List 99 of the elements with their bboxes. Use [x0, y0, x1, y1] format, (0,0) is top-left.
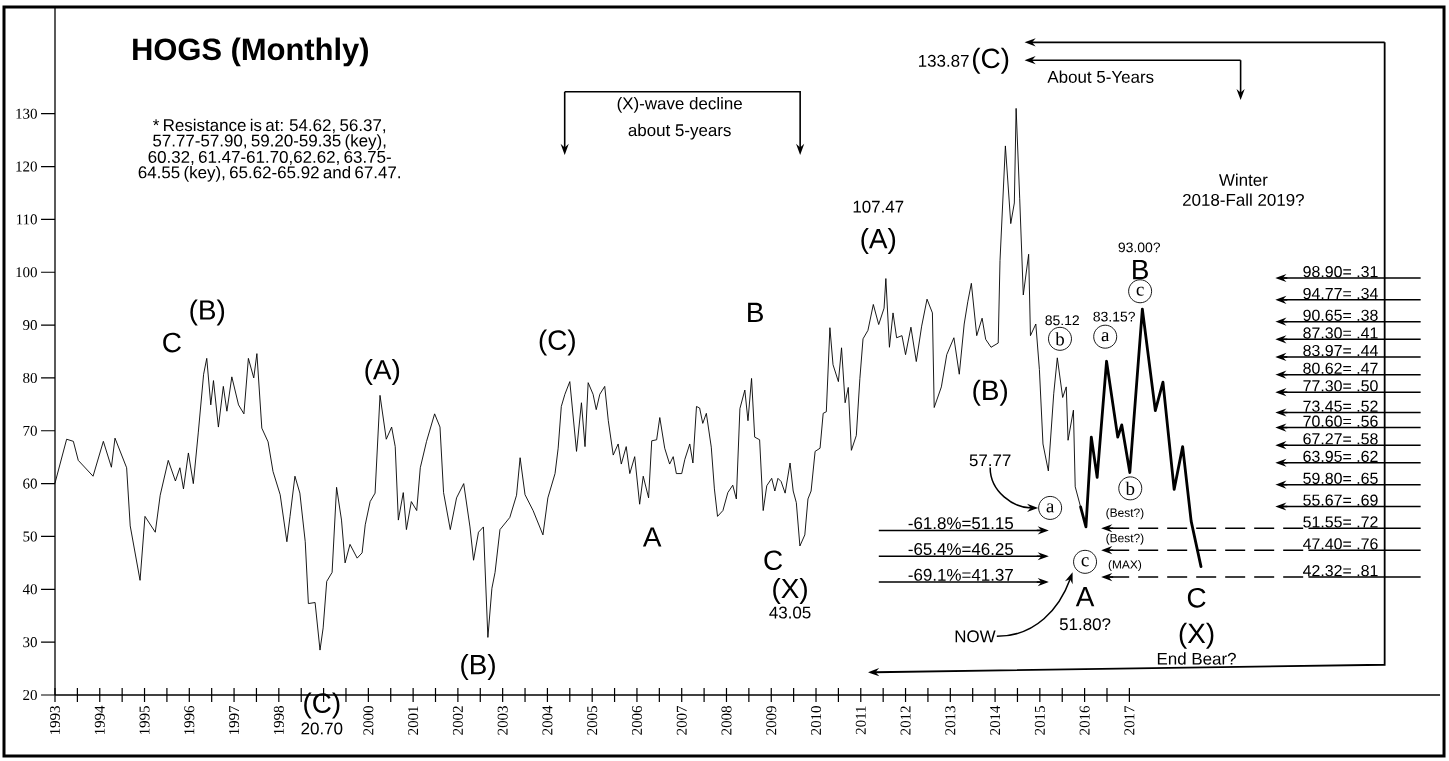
x-tick-label: 2008 [721, 706, 732, 735]
annotation: (B) [973, 379, 1008, 406]
annotation: 83.15? [1093, 311, 1135, 322]
annotation: 107.47 [853, 200, 904, 213]
x-tick-label: 1995 [139, 706, 150, 735]
annotation: c [1136, 286, 1144, 296]
y-tick-label: 50 [23, 531, 37, 542]
ref-line-label: -69.1%=41.37 [908, 568, 1013, 581]
x-tick-label: 2007 [676, 705, 687, 735]
x-tick-label: 2016 [1079, 705, 1090, 735]
ref-line-label: 83.97= .44 [1303, 344, 1378, 357]
x-tick-label: 2014 [990, 705, 1001, 735]
annotation: (C) [304, 692, 340, 719]
annotation: (C) [539, 329, 575, 356]
text: HOGS (Monthly) [133, 37, 368, 67]
x-tick-label: 2010 [810, 706, 822, 735]
annotation: a [1046, 503, 1055, 513]
y-tick-label: 60 [23, 478, 37, 489]
annotation: (A) [861, 228, 896, 255]
text: 20.70 [301, 722, 343, 735]
annotation: 43.05 [769, 606, 811, 619]
ref-line-label: 80.62= .47 [1303, 362, 1378, 374]
annotation: (X)-wave decline [617, 96, 742, 113]
annotation: * Resistance is at: 54.62, 56.37, 57.77-57.90, 59.20-59.35 (key), 60.32, 61.47-61.70,62.62, 63.75-64.55 (key), 65.62-65.92 and 67.47. [138, 118, 400, 182]
x-tick-label: 2001 [408, 706, 419, 735]
ref-line-label: 47.40= .76 [1302, 538, 1378, 550]
ref-line-label: 90.65= .38 [1303, 309, 1378, 321]
annotation: C [163, 332, 181, 353]
annotation: (A) [365, 359, 400, 386]
annotation: (B) [190, 299, 225, 326]
annotation: 133.87 [918, 54, 969, 67]
x-tick-label: 2000 [363, 706, 374, 735]
x-tick-label: 2009 [766, 706, 777, 735]
annotation: (B) [461, 654, 495, 680]
x-tick-label: 2002 [452, 706, 463, 735]
y-tick-label: 30 [23, 637, 37, 648]
annotation: Winter [1218, 173, 1268, 186]
x-tick-label: 2004 [542, 705, 553, 735]
ref-line-label: 67.27= .58 [1303, 433, 1378, 445]
annotation: (MAX) [1108, 559, 1142, 572]
annotation: (X) [773, 577, 807, 604]
annotation: 93.00? [1118, 242, 1161, 253]
ref-line-label: 98.90= .31 [1303, 266, 1378, 278]
x-tick-label: 2005 [587, 706, 598, 735]
annotation: B [748, 302, 763, 322]
annotation: About 5-Years [1047, 70, 1154, 83]
ref-line-label: 77.30= .50 [1303, 380, 1378, 392]
ref-line-label: 51.55= .72 [1303, 516, 1378, 528]
annotation: a [1101, 332, 1110, 342]
annotation: A [642, 527, 662, 547]
ref-line-label: 63.95= .62 [1303, 450, 1378, 463]
annotation: NOW [955, 630, 996, 643]
annotation: b [1055, 332, 1064, 346]
annotation: 85.12 [1045, 315, 1079, 326]
ref-line-label: -65.4%=46.25 [908, 543, 1014, 556]
annotation: (Best?) [1106, 533, 1144, 545]
annotation: C [1187, 587, 1206, 608]
annotation: A [1075, 587, 1095, 607]
y-tick-label: 20 [23, 689, 37, 701]
x-tick-label: 2012 [900, 706, 911, 735]
y-tick-label: 120 [16, 161, 37, 172]
ref-line-label: 94.77= .34 [1303, 287, 1378, 300]
ref-line-label: 59.80= .65 [1303, 472, 1378, 484]
y-tick-label: 70 [23, 425, 37, 436]
annotation: (C) [972, 47, 1009, 74]
ref-line-label: -61.8%=51.15 [908, 517, 1014, 530]
x-tick-label: 1998 [273, 706, 284, 735]
y-tick-label: 90 [23, 320, 37, 331]
x-tick-label: 2003 [497, 706, 508, 735]
x-tick-label: 1997 [229, 705, 240, 735]
ref-line-label: 42.32= .81 [1302, 565, 1378, 577]
annotation: (X) [1179, 622, 1214, 649]
annotation: C [764, 550, 783, 571]
annotation: End Bear? [1157, 652, 1236, 665]
annotation: about 5-years [628, 123, 731, 140]
annotation: B [1133, 259, 1148, 280]
y-tick-label: 130 [16, 108, 37, 119]
ref-line-label: 55.67= .69 [1303, 494, 1378, 506]
x-tick-label: 2011 [855, 706, 866, 735]
x-tick-label: 2006 [631, 705, 642, 735]
y-tick-label: 110 [16, 214, 37, 225]
y-tick-label: 80 [23, 372, 37, 383]
x-tick-label: 1996 [184, 705, 195, 735]
ref-line-label: 87.30= .41 [1303, 327, 1378, 339]
annotation: b [1125, 481, 1135, 496]
ref-line-label: 70.60= .56 [1303, 415, 1378, 427]
annotation: 51.80? [1059, 618, 1111, 631]
y-tick-label: 40 [22, 584, 37, 595]
ref-line-label: 73.45= .52 [1303, 400, 1378, 412]
annotation: (Best?) [1106, 508, 1144, 520]
x-tick-label: 2017 [1124, 705, 1135, 735]
annotation: c [1081, 557, 1089, 567]
annotation: 2018-Fall 2019? [1183, 193, 1304, 206]
annotation: 57.77 [969, 454, 1011, 467]
x-tick-label: 1993 [49, 706, 61, 735]
y-tick-label: 100 [16, 267, 37, 278]
x-tick-label: 1994 [94, 705, 105, 735]
x-tick-label: 2015 [1034, 706, 1045, 735]
x-tick-label: 2013 [945, 706, 956, 735]
